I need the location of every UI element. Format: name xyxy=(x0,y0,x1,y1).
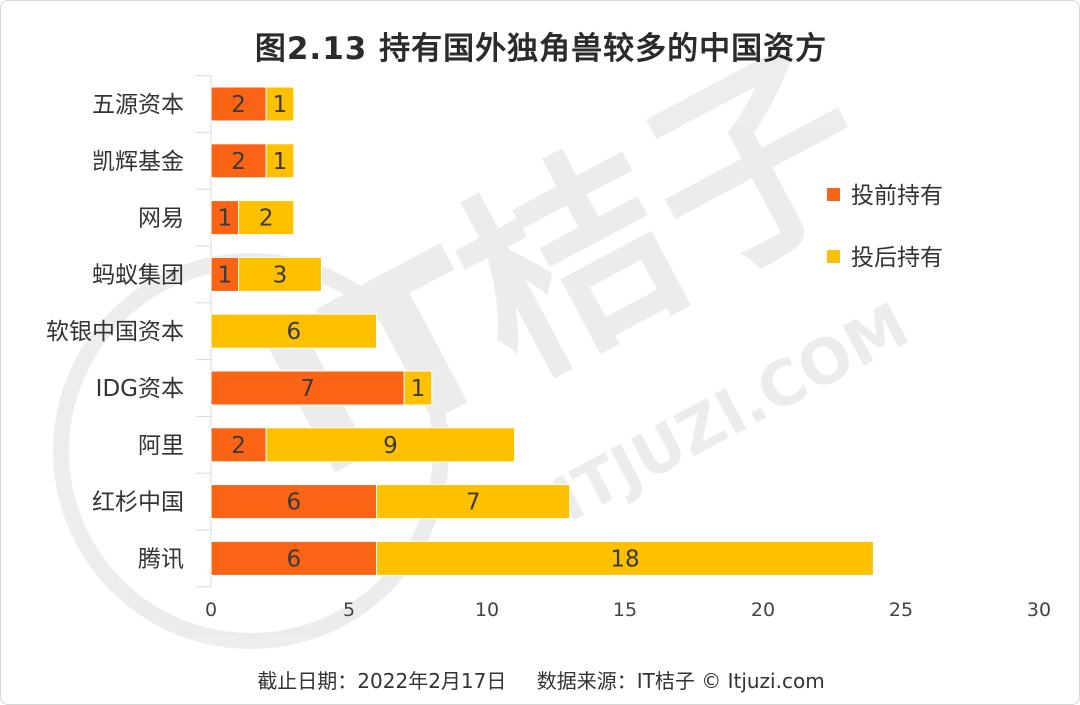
bar-segment xyxy=(210,370,405,406)
data-label: 1 xyxy=(217,206,232,232)
bar-segment xyxy=(265,427,516,463)
bar-segment xyxy=(376,540,874,576)
bar-segment xyxy=(210,256,240,292)
data-label: 6 xyxy=(286,490,301,516)
bar-segment xyxy=(265,143,295,179)
data-label: 1 xyxy=(273,92,288,118)
bar-segment xyxy=(210,200,240,236)
data-label: 1 xyxy=(411,376,426,402)
bar-segment xyxy=(238,256,322,292)
category-label: 蚂蚁集团 xyxy=(92,262,184,288)
data-label: 2 xyxy=(231,149,246,175)
bar-segment xyxy=(210,313,378,349)
bars: 2 12 11 21 367 12 96 76 18 xyxy=(210,86,874,576)
legend-label: 投后持有 xyxy=(851,245,943,271)
data-label: 3 xyxy=(273,262,288,288)
category-label: 阿里 xyxy=(138,433,184,459)
category-label: 红杉中国 xyxy=(92,490,184,516)
category-label: 网易 xyxy=(138,206,184,232)
bar-segment xyxy=(403,370,433,406)
x-tick-label: 30 xyxy=(1027,599,1051,621)
category-separators xyxy=(196,75,212,588)
data-label: 7 xyxy=(300,376,315,402)
data-label: 6 xyxy=(286,546,301,572)
data-label: 7 xyxy=(466,490,481,516)
x-tick-label: 25 xyxy=(889,599,913,621)
x-tick-label: 20 xyxy=(751,599,775,621)
data-label: 2 xyxy=(231,433,246,459)
category-label: 五源资本 xyxy=(92,92,184,118)
footer-date: 截止日期：2022年2月17日 xyxy=(257,669,507,693)
bar-segment xyxy=(376,484,571,520)
data-label: 2 xyxy=(231,92,246,118)
bar-segment xyxy=(265,86,295,122)
legend-swatch xyxy=(827,188,840,201)
data-label: 6 xyxy=(286,319,301,345)
x-tick-label: 15 xyxy=(613,599,637,621)
x-tick-label: 10 xyxy=(475,599,499,621)
category-label: IDG资本 xyxy=(96,376,184,402)
data-label: 2 xyxy=(259,206,274,232)
bar-segment xyxy=(210,143,267,179)
bar-segment xyxy=(210,427,267,463)
data-label: 1 xyxy=(273,149,288,175)
x-tick-label: 0 xyxy=(205,599,217,621)
footer-source: 数据来源：IT桔子 © Itjuzi.com xyxy=(536,669,825,693)
x-tick-label: 5 xyxy=(343,599,355,621)
category-label: 软银中国资本 xyxy=(46,319,184,345)
legend-swatch xyxy=(827,250,840,263)
category-label: 凯辉基金 xyxy=(92,149,184,175)
x-axis-ticks: 0 5 10 15 20 25 30 xyxy=(205,599,1051,621)
bar-segment xyxy=(238,200,295,236)
legend-label: 投前持有 xyxy=(851,183,943,209)
chart-title: 图2.13 持有国外独角兽较多的中国资方 xyxy=(254,31,828,67)
category-label: 腾讯 xyxy=(138,546,184,572)
bar-segment xyxy=(210,540,378,576)
data-label: 1 xyxy=(217,262,232,288)
data-label: 18 xyxy=(610,546,639,572)
chart-footer: 截止日期：2022年2月17日 数据来源：IT桔子 © Itjuzi.com xyxy=(1,665,1079,694)
data-label: 9 xyxy=(383,433,398,459)
